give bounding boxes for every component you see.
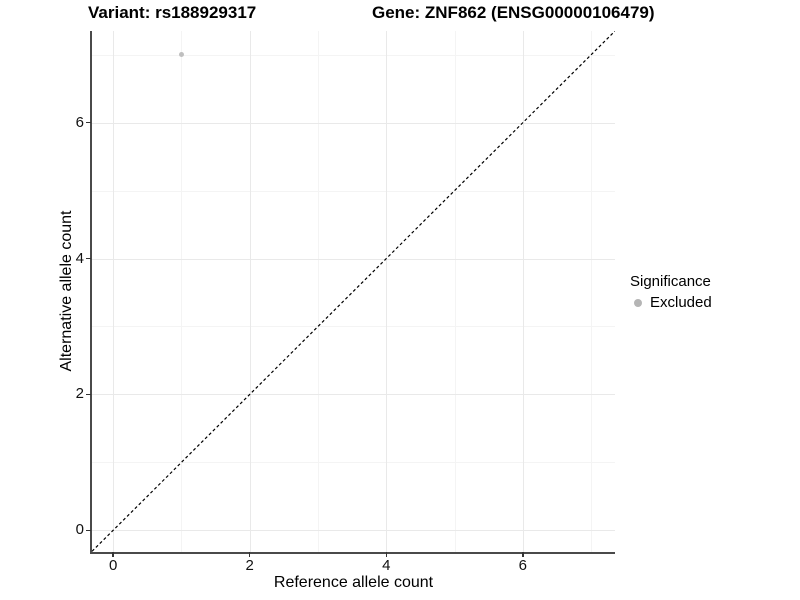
gridline-major-horizontal xyxy=(92,122,615,124)
gridline-major-horizontal xyxy=(92,530,615,532)
y-axis-tick xyxy=(86,393,91,396)
gridline-major-horizontal xyxy=(92,394,615,396)
gridline-minor-horizontal xyxy=(92,326,615,328)
gridline-minor-vertical xyxy=(181,31,183,552)
gridline-minor-horizontal xyxy=(92,462,615,464)
data-point xyxy=(178,52,184,58)
identity-dashed-line xyxy=(92,31,615,552)
gridline-minor-horizontal xyxy=(92,190,615,192)
identity-line-layer xyxy=(92,31,615,552)
gene-title: Gene: ZNF862 (ENSG00000106479) xyxy=(372,3,655,22)
x-axis-tick xyxy=(522,552,524,557)
legend: Significance Excluded xyxy=(630,273,712,311)
legend-dot xyxy=(634,298,642,307)
y-axis-tick xyxy=(86,257,91,260)
y-axis-title: Alternative allele count xyxy=(58,210,75,372)
legend-item-label: Excluded xyxy=(650,294,712,311)
y-axis-tick xyxy=(86,121,91,124)
x-axis-tick xyxy=(112,552,114,557)
x-axis-line xyxy=(90,552,615,554)
gridline-major-vertical xyxy=(249,31,251,552)
y-tick-label: 6 xyxy=(75,113,84,131)
legend-title: Significance xyxy=(630,273,711,290)
x-tick-label: 2 xyxy=(245,557,254,574)
y-tick-label: 2 xyxy=(75,385,84,403)
variant-title: Variant: rs188929317 xyxy=(88,3,257,22)
x-axis-title: Reference allele count xyxy=(273,574,434,591)
x-axis-tick xyxy=(385,552,388,557)
y-tick-label: 0 xyxy=(75,521,84,539)
gridline-major-horizontal xyxy=(92,258,615,260)
gridline-major-vertical xyxy=(113,31,115,552)
gridline-minor-vertical xyxy=(454,31,456,552)
y-tick-label: 4 xyxy=(75,249,84,267)
plot-panel xyxy=(92,31,615,552)
gridline-minor-vertical xyxy=(591,31,593,552)
x-tick-label: 6 xyxy=(518,557,527,574)
gridline-major-vertical xyxy=(522,31,524,552)
y-axis-line xyxy=(90,31,92,554)
x-tick-label: 0 xyxy=(108,557,118,574)
gridline-minor-vertical xyxy=(317,31,319,552)
x-tick-label: 4 xyxy=(382,557,391,574)
legend-item-excluded: Excluded xyxy=(630,294,712,311)
y-axis-tick xyxy=(86,529,91,531)
gridline-major-vertical xyxy=(386,31,388,552)
x-axis-tick xyxy=(248,552,251,557)
gridline-minor-horizontal xyxy=(92,54,615,56)
